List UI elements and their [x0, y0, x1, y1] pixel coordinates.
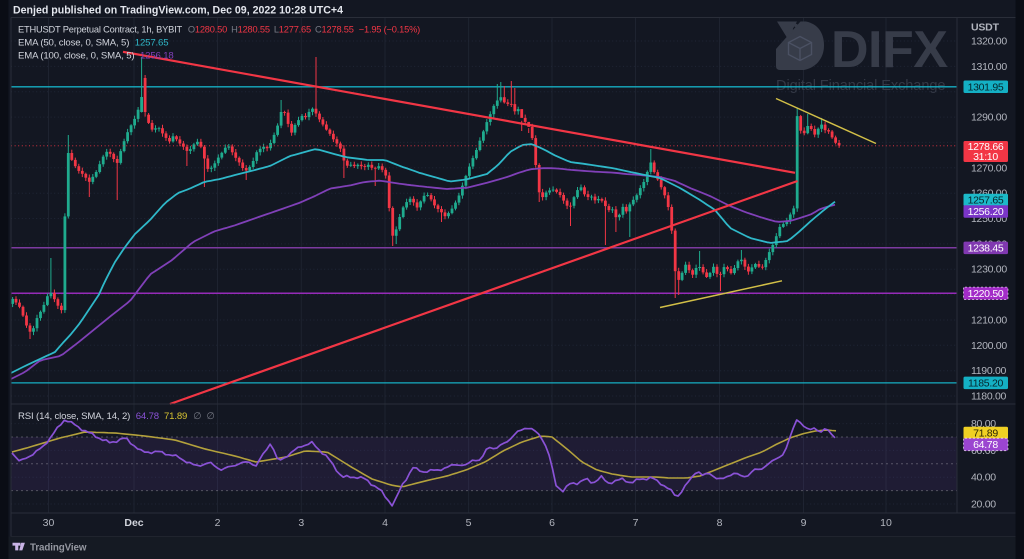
svg-text:3: 3 — [298, 517, 304, 529]
svg-text:1278.66: 1278.66 — [968, 141, 1004, 153]
svg-text:1190.00: 1190.00 — [971, 365, 1007, 377]
svg-text:1320.00: 1320.00 — [971, 36, 1007, 48]
svg-text:40.00: 40.00 — [971, 472, 996, 484]
svg-text:1220.50: 1220.50 — [968, 288, 1004, 300]
svg-text:9: 9 — [801, 517, 807, 529]
svg-text:30: 30 — [43, 517, 55, 529]
svg-text:8: 8 — [717, 517, 723, 529]
svg-text:USDT: USDT — [971, 22, 1000, 34]
svg-text:20.00: 20.00 — [971, 499, 996, 511]
svg-text:31:10: 31:10 — [973, 151, 998, 163]
svg-text:64.78: 64.78 — [973, 439, 998, 451]
svg-text:1301.95: 1301.95 — [968, 81, 1004, 93]
svg-text:1257.65: 1257.65 — [968, 195, 1004, 207]
svg-text:1290.00: 1290.00 — [971, 112, 1007, 124]
svg-text:6: 6 — [549, 517, 555, 529]
svg-text:2: 2 — [215, 517, 221, 529]
svg-text:TradingView: TradingView — [30, 543, 87, 554]
svg-text:1230.00: 1230.00 — [971, 264, 1007, 276]
svg-text:71.89: 71.89 — [973, 428, 998, 440]
svg-text:1310.00: 1310.00 — [971, 61, 1007, 73]
svg-text:1238.45: 1238.45 — [968, 242, 1004, 254]
svg-text:ETHUSDT Perpetual Contract, 1h: ETHUSDT Perpetual Contract, 1h, BYBIT O12… — [18, 25, 420, 35]
svg-text:1185.20: 1185.20 — [968, 378, 1004, 390]
svg-text:Denjed published on TradingVie: Denjed published on TradingView.com, Dec… — [13, 5, 343, 17]
svg-text:RSI (14, close, SMA, 14, 2) 64: RSI (14, close, SMA, 14, 2) 64.78 71.89 ∅ ∅ — [18, 411, 215, 422]
svg-text:Dec: Dec — [124, 517, 143, 529]
svg-text:1200.00: 1200.00 — [971, 340, 1007, 352]
svg-text:1270.00: 1270.00 — [971, 162, 1007, 174]
svg-text:7: 7 — [633, 517, 639, 529]
svg-text:4: 4 — [382, 517, 388, 529]
svg-text:1210.00: 1210.00 — [971, 315, 1007, 327]
svg-text:5: 5 — [466, 517, 472, 529]
svg-text:EMA (100, close, 0, SMA, 5) 12: EMA (100, close, 0, SMA, 5) 1256.18 — [18, 51, 174, 62]
svg-text:DIFX: DIFX — [831, 21, 948, 79]
svg-text:10: 10 — [880, 517, 892, 529]
svg-text:Digital Financial Exchange: Digital Financial Exchange — [776, 78, 945, 94]
svg-text:1256.20: 1256.20 — [968, 206, 1004, 218]
svg-text:1180.00: 1180.00 — [971, 391, 1007, 403]
svg-text:EMA (50, close, 0, SMA, 5) 125: EMA (50, close, 0, SMA, 5) 1257.65 — [18, 38, 168, 49]
